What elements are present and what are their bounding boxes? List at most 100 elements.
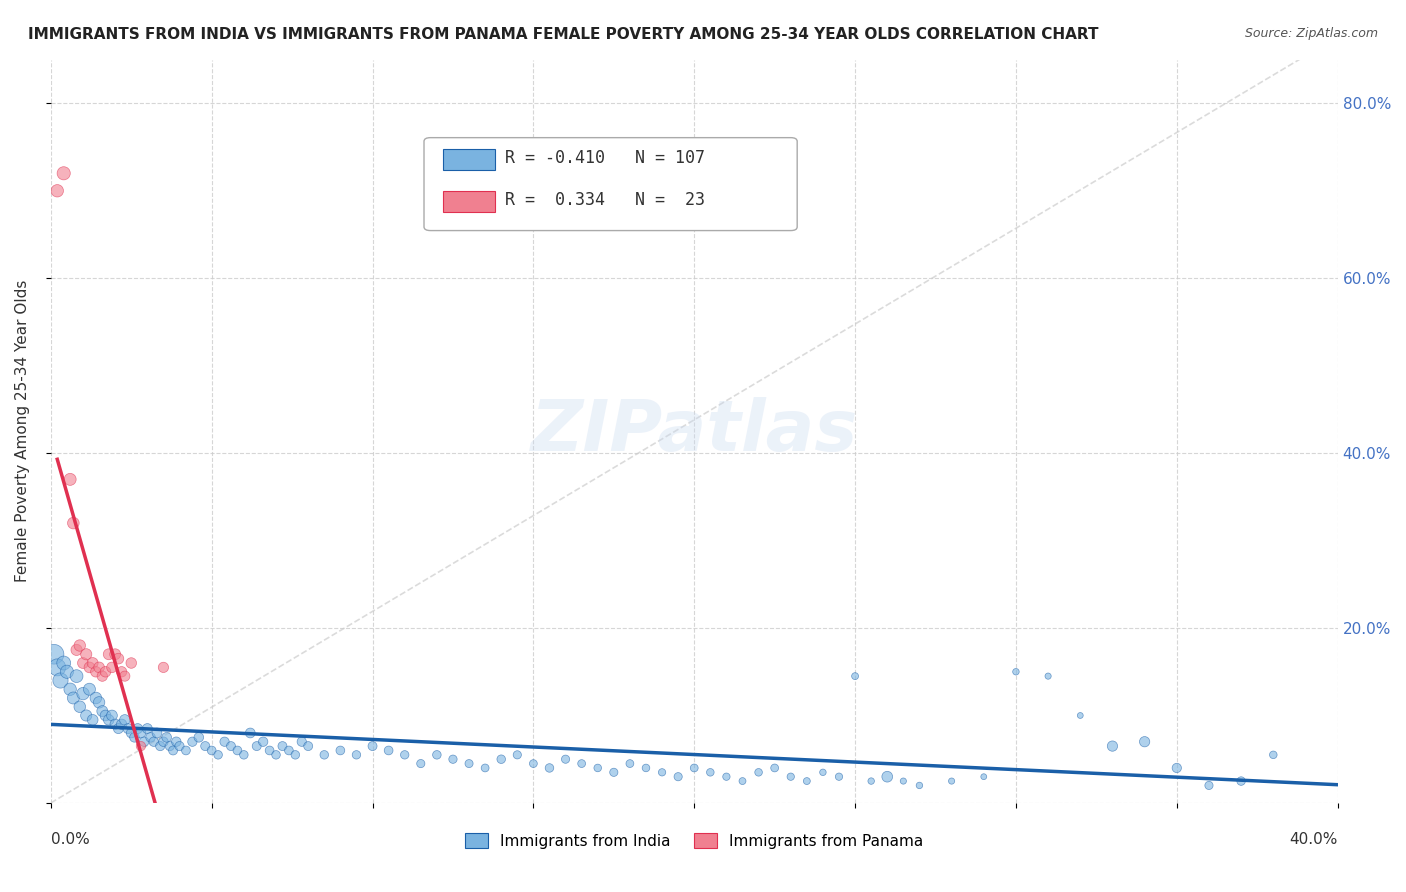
Point bbox=[506, 747, 529, 762]
Point bbox=[908, 779, 931, 793]
Point bbox=[731, 774, 754, 789]
Point bbox=[82, 713, 104, 727]
Bar bbox=[443, 191, 495, 212]
Point bbox=[84, 691, 107, 706]
Point bbox=[114, 669, 136, 683]
Point bbox=[42, 647, 65, 661]
Point bbox=[117, 722, 139, 736]
Point bbox=[79, 660, 101, 674]
Point bbox=[284, 747, 307, 762]
Point bbox=[1036, 669, 1059, 683]
Point bbox=[134, 735, 156, 749]
Point bbox=[586, 761, 609, 775]
Point bbox=[107, 651, 129, 665]
Point bbox=[72, 656, 94, 670]
Point bbox=[79, 682, 101, 697]
Point bbox=[107, 722, 129, 736]
Text: Source: ZipAtlas.com: Source: ZipAtlas.com bbox=[1244, 27, 1378, 40]
Point bbox=[129, 739, 152, 753]
Point bbox=[458, 756, 481, 771]
Point bbox=[97, 647, 120, 661]
Point bbox=[91, 669, 114, 683]
Point bbox=[49, 673, 72, 688]
Point bbox=[291, 735, 314, 749]
Text: 0.0%: 0.0% bbox=[51, 832, 90, 847]
Point bbox=[554, 752, 576, 766]
Point bbox=[538, 761, 561, 775]
Point bbox=[104, 647, 127, 661]
Point bbox=[271, 739, 294, 753]
Point bbox=[149, 739, 172, 753]
Point bbox=[489, 752, 512, 766]
Point bbox=[264, 747, 287, 762]
Point bbox=[69, 699, 91, 714]
Point bbox=[474, 761, 496, 775]
Point bbox=[52, 166, 75, 180]
Point bbox=[101, 660, 124, 674]
Text: R =  0.334   N =  23: R = 0.334 N = 23 bbox=[505, 191, 704, 209]
Point bbox=[252, 735, 274, 749]
Point bbox=[219, 739, 242, 753]
Point bbox=[75, 708, 97, 723]
Point bbox=[104, 717, 127, 731]
Point bbox=[97, 713, 120, 727]
Point bbox=[1230, 774, 1253, 789]
Point bbox=[174, 743, 197, 757]
Point bbox=[101, 708, 124, 723]
Point bbox=[277, 743, 299, 757]
Text: IMMIGRANTS FROM INDIA VS IMMIGRANTS FROM PANAMA FEMALE POVERTY AMONG 25-34 YEAR : IMMIGRANTS FROM INDIA VS IMMIGRANTS FROM… bbox=[28, 27, 1098, 42]
Y-axis label: Female Poverty Among 25-34 Year Olds: Female Poverty Among 25-34 Year Olds bbox=[15, 280, 30, 582]
Point bbox=[62, 691, 84, 706]
Point bbox=[207, 747, 229, 762]
Point bbox=[361, 739, 384, 753]
Point bbox=[828, 770, 851, 784]
Point bbox=[426, 747, 449, 762]
Point bbox=[522, 756, 544, 771]
Point bbox=[779, 770, 801, 784]
Text: R = -0.410   N = 107: R = -0.410 N = 107 bbox=[505, 149, 704, 167]
Point bbox=[699, 765, 721, 780]
Point bbox=[876, 770, 898, 784]
Point bbox=[844, 669, 866, 683]
Point bbox=[146, 726, 169, 740]
Point bbox=[87, 660, 110, 674]
Point bbox=[82, 656, 104, 670]
Point bbox=[860, 774, 883, 789]
Point bbox=[84, 665, 107, 679]
Point bbox=[110, 665, 132, 679]
Point bbox=[716, 770, 738, 784]
Point bbox=[156, 731, 179, 745]
Point bbox=[297, 739, 319, 753]
Point bbox=[214, 735, 236, 749]
Point bbox=[763, 761, 786, 775]
Point bbox=[571, 756, 593, 771]
Point bbox=[65, 669, 87, 683]
Legend: Immigrants from India, Immigrants from Panama: Immigrants from India, Immigrants from P… bbox=[460, 827, 929, 855]
Point bbox=[65, 643, 87, 657]
Point bbox=[232, 747, 254, 762]
Point bbox=[683, 761, 706, 775]
Bar bbox=[443, 149, 495, 169]
Point bbox=[1101, 739, 1123, 753]
Point bbox=[748, 765, 770, 780]
Point bbox=[114, 713, 136, 727]
Point bbox=[239, 726, 262, 740]
Point bbox=[120, 656, 142, 670]
Point bbox=[181, 735, 204, 749]
Point bbox=[1198, 779, 1220, 793]
Point bbox=[1069, 708, 1091, 723]
Point bbox=[603, 765, 626, 780]
Point bbox=[973, 770, 995, 784]
Point bbox=[136, 722, 159, 736]
Point bbox=[87, 695, 110, 709]
Point bbox=[120, 726, 142, 740]
Point bbox=[124, 731, 146, 745]
Point bbox=[226, 743, 249, 757]
Point bbox=[46, 184, 69, 198]
Point bbox=[59, 682, 82, 697]
Point bbox=[619, 756, 641, 771]
Point bbox=[91, 704, 114, 718]
Point bbox=[165, 735, 187, 749]
Point bbox=[162, 743, 184, 757]
Point bbox=[94, 665, 117, 679]
